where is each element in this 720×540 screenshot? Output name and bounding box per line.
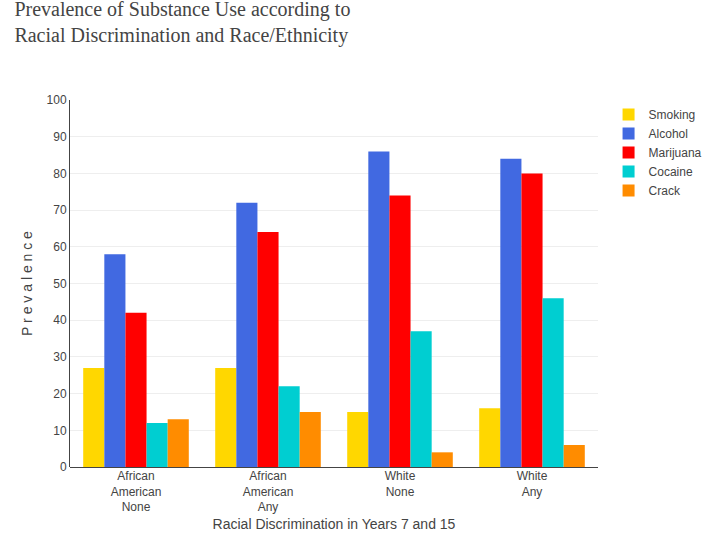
svg-text:70: 70 — [53, 203, 67, 217]
svg-text:10: 10 — [53, 424, 67, 438]
svg-text:P r e v a l e n c e: P r e v a l e n c e — [19, 231, 35, 336]
svg-text:Racial Discrimination in Years: Racial Discrimination in Years 7 and 15 — [213, 516, 456, 532]
svg-text:60: 60 — [53, 240, 67, 254]
svg-text:Prevalence of Substance Use ac: Prevalence of Substance Use according to… — [14, 0, 350, 47]
svg-text:WhiteNone: WhiteNone — [385, 469, 416, 499]
svg-text:30: 30 — [53, 350, 67, 364]
svg-text:Marijuana: Marijuana — [649, 146, 702, 160]
svg-text:40: 40 — [53, 313, 67, 327]
svg-text:AfricanAmericanAny: AfricanAmericanAny — [243, 469, 294, 514]
svg-text:0: 0 — [60, 460, 67, 474]
svg-text:Smoking: Smoking — [649, 108, 696, 122]
svg-text:20: 20 — [53, 387, 67, 401]
svg-text:WhiteAny: WhiteAny — [517, 469, 548, 499]
svg-text:90: 90 — [53, 130, 67, 144]
svg-text:Alcohol: Alcohol — [649, 127, 688, 141]
svg-text:100: 100 — [47, 93, 67, 107]
svg-text:50: 50 — [53, 277, 67, 291]
svg-text:AfricanAmericanNone: AfricanAmericanNone — [111, 469, 162, 514]
svg-text:Cocaine: Cocaine — [649, 165, 693, 179]
svg-text:Crack: Crack — [649, 184, 681, 198]
svg-text:80: 80 — [53, 167, 67, 181]
